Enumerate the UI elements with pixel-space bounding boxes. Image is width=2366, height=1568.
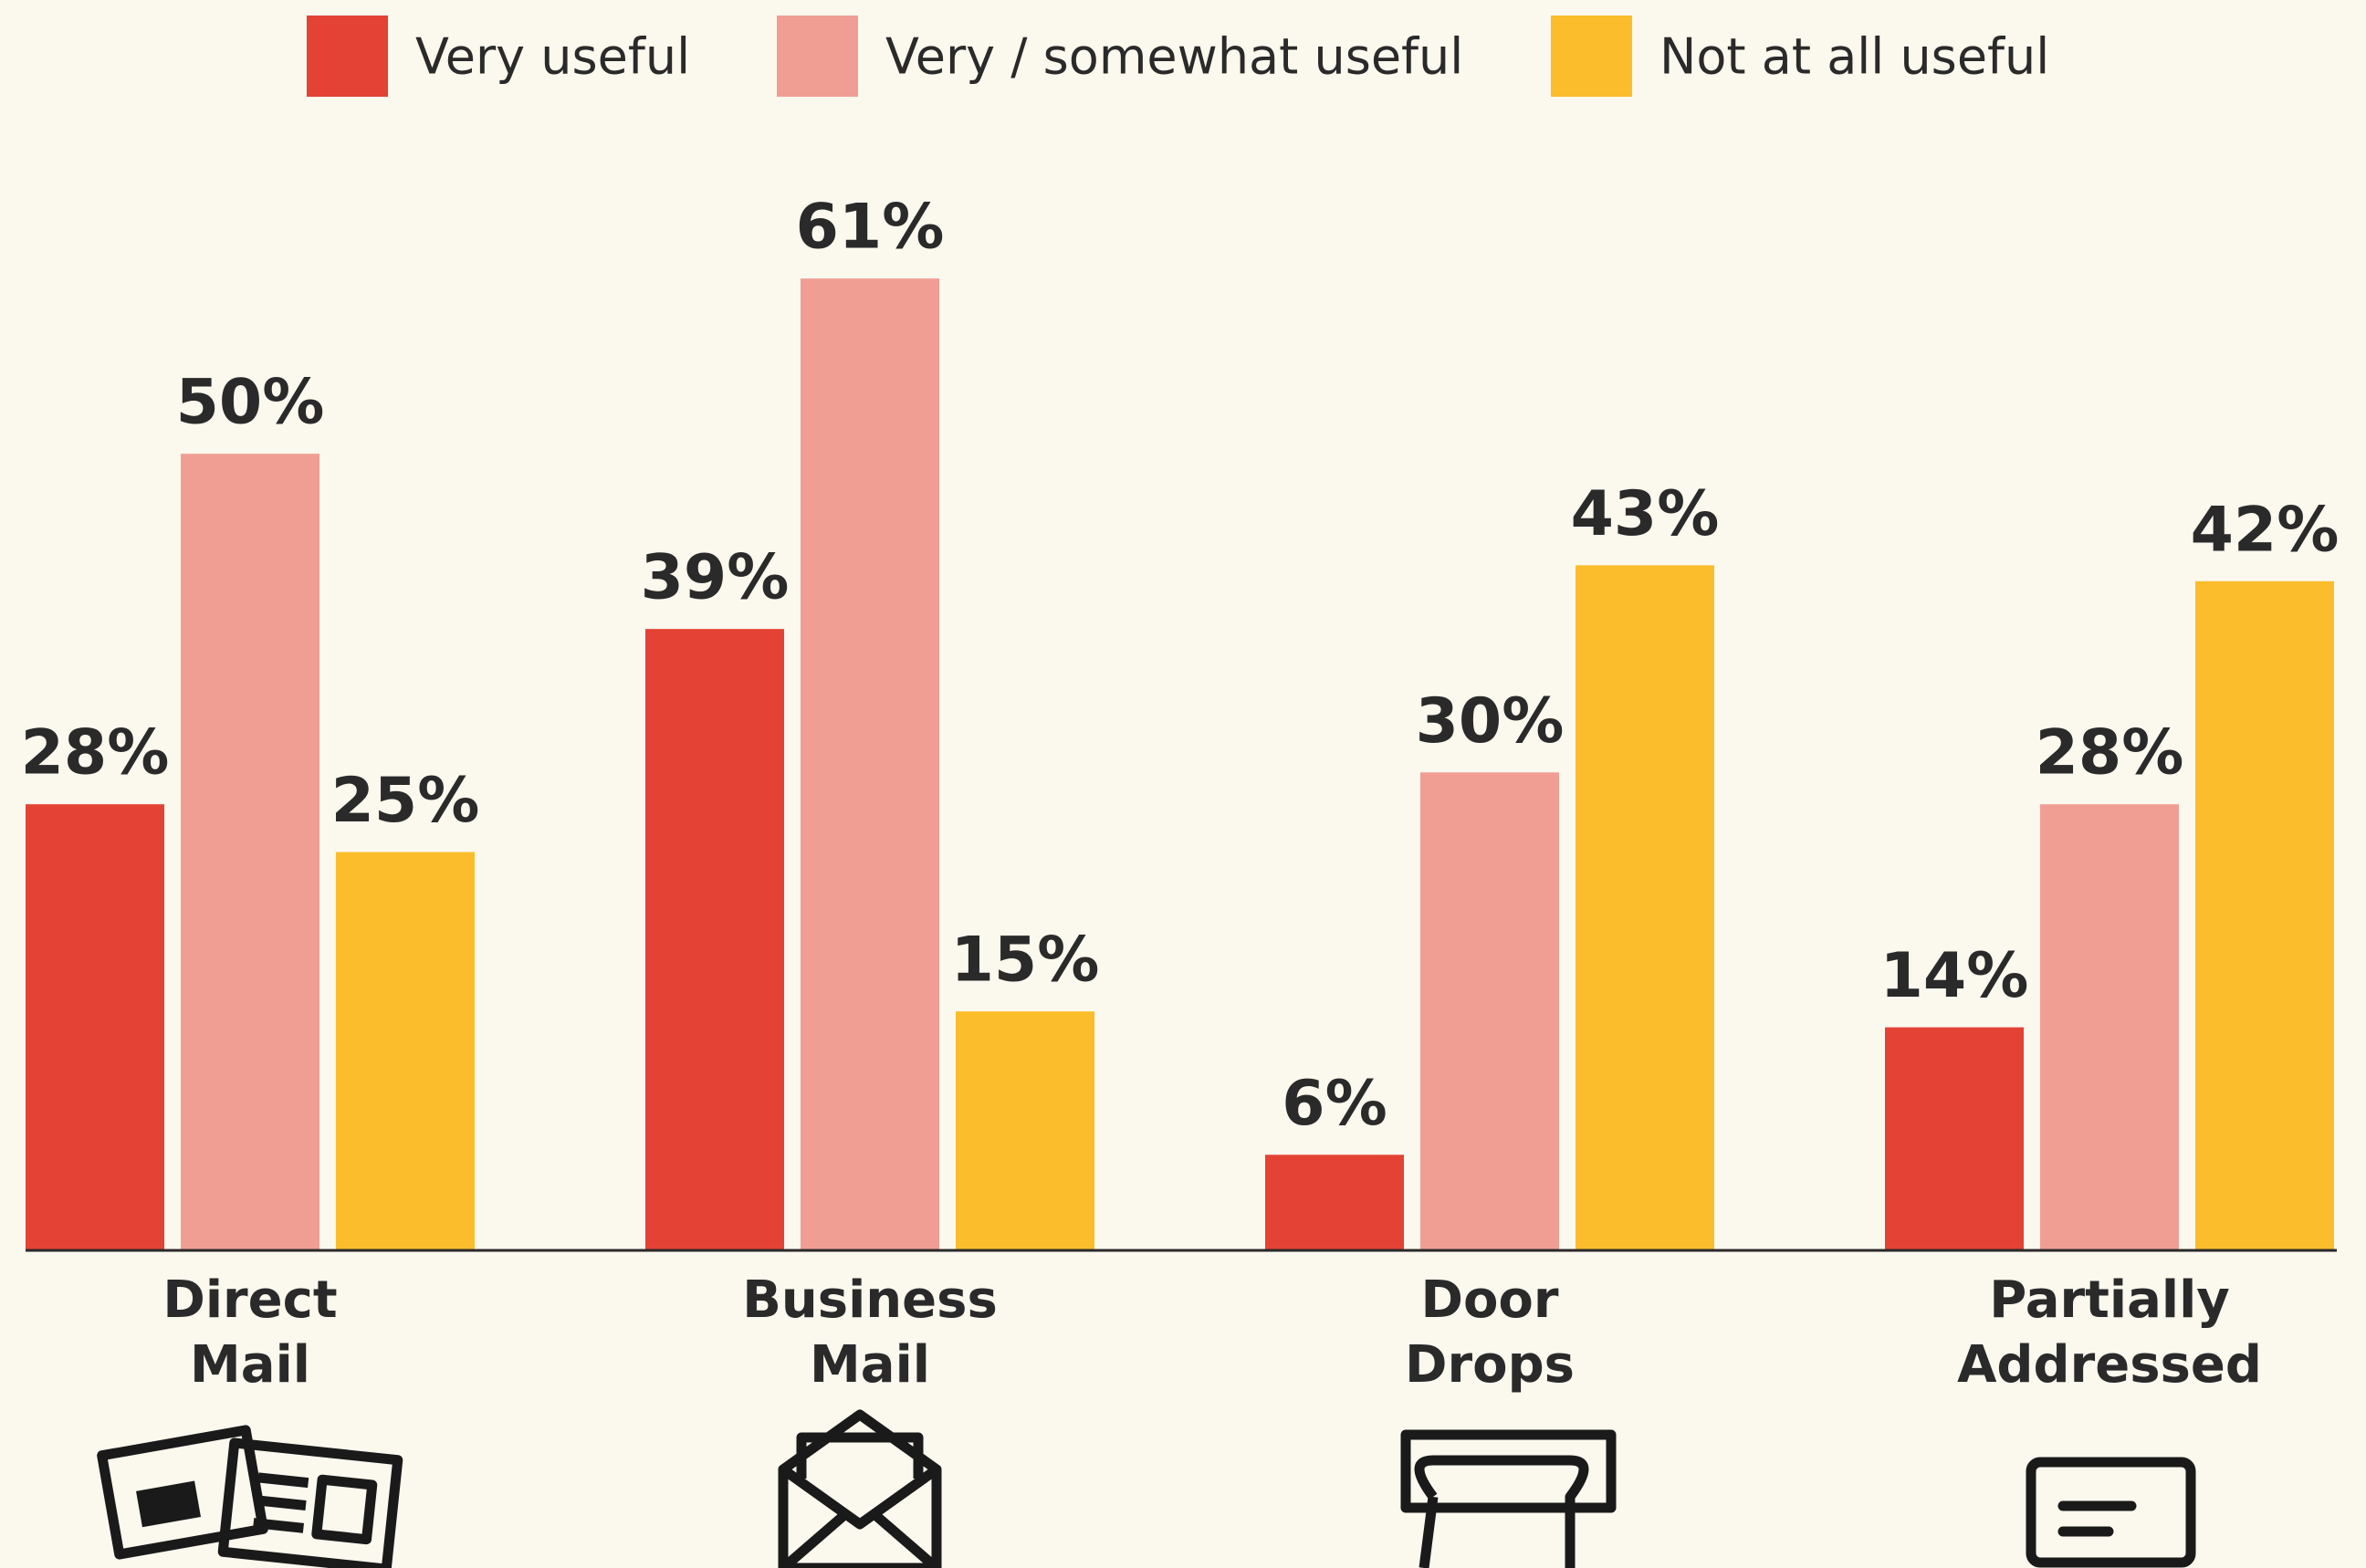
value-label: 43% [1571, 478, 1720, 550]
value-label: 28% [2036, 717, 2184, 789]
x-tick-label: Door Drops [1405, 1270, 1575, 1395]
bar [26, 804, 164, 1250]
bar [956, 1011, 1094, 1250]
partially-addressed-icon [2026, 1457, 2196, 1568]
bar [1885, 1027, 2024, 1250]
x-tick-label: Direct Mail [162, 1270, 337, 1395]
value-label: 50% [176, 367, 325, 439]
value-label: 61% [796, 192, 945, 264]
business-mail-icon [778, 1409, 942, 1568]
x-tick-label: Partially Addressed [1957, 1270, 2262, 1395]
bar [1576, 565, 1714, 1250]
value-label: 28% [21, 717, 170, 789]
legend-label: Very / somewhat useful [885, 28, 1463, 86]
value-label: 42% [2191, 494, 2340, 566]
bar [1420, 772, 1559, 1250]
legend-label: Not at all useful [1659, 28, 2049, 86]
value-label: 14% [1880, 940, 2029, 1012]
legend-swatch [1551, 16, 1632, 97]
bar [336, 852, 475, 1250]
legend-label: Very useful [415, 28, 690, 86]
value-label: 30% [1416, 685, 1565, 758]
bar [2040, 804, 2179, 1250]
value-label: 25% [331, 765, 480, 837]
bar [2195, 580, 2334, 1250]
bar [801, 278, 939, 1251]
door-drops-icon [1400, 1429, 1617, 1568]
x-tick-label: Business Mail [742, 1270, 998, 1395]
bar [1265, 1155, 1404, 1250]
direct-mail-icon [97, 1425, 403, 1568]
value-label: 39% [641, 542, 790, 614]
icons [97, 1409, 2196, 1568]
bar [181, 454, 319, 1251]
bar [645, 629, 784, 1250]
legend-swatch [307, 16, 388, 97]
value-label: 15% [951, 925, 1100, 997]
value-label: 6% [1282, 1068, 1387, 1140]
legend-swatch [777, 16, 858, 97]
